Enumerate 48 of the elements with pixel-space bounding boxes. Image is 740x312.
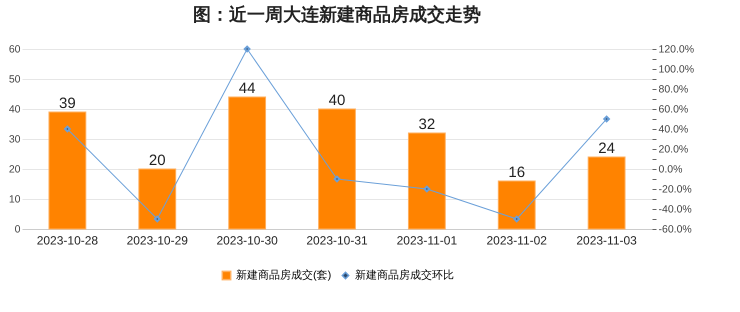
bar — [588, 156, 626, 230]
y2-tick-label: 100.0% — [658, 64, 694, 76]
y2-tick-label: 120.0% — [658, 44, 694, 56]
data-label: 44 — [238, 80, 256, 97]
x-tick-label: 2023-10-29 — [126, 234, 188, 248]
data-label: 24 — [598, 140, 615, 157]
y-tick-label: 40 — [8, 104, 21, 116]
bar — [138, 168, 176, 230]
chart-title: 图：近一周大连新建商品房成交走势 — [193, 4, 481, 25]
y-tick-label: 20 — [8, 164, 21, 176]
data-label: 20 — [148, 152, 166, 169]
bar — [318, 108, 356, 230]
point — [334, 176, 340, 182]
legend-label: 新建商品房成交环比 — [355, 268, 454, 282]
y2-tick-label: -60.0% — [658, 224, 692, 236]
legend-label: 新建商品房成交(套) — [236, 268, 332, 282]
y2-tick-label: 20.0% — [658, 144, 688, 156]
y-tick-label: 30 — [8, 134, 21, 146]
bar — [228, 96, 266, 230]
y2-tick-label: 80.0% — [658, 84, 688, 96]
point — [513, 216, 520, 222]
y2-tick-label: -20.0% — [658, 184, 692, 196]
x-tick-label: 2023-10-28 — [36, 234, 98, 248]
data-label: 39 — [59, 95, 76, 112]
y-tick-label: 50 — [8, 74, 21, 86]
point — [603, 116, 610, 122]
x-tick-label: 2023-10-30 — [216, 234, 278, 248]
y2-tick-label: -40.0% — [658, 204, 692, 216]
y2-tick-label: 40.0% — [658, 124, 688, 136]
data-label: 32 — [418, 116, 436, 133]
point — [154, 216, 161, 222]
point — [64, 126, 71, 132]
x-tick-label: 2023-11-02 — [486, 234, 548, 248]
y2-tick-label: 60.0% — [658, 104, 688, 116]
y-tick-label: 10 — [8, 194, 21, 206]
point — [424, 186, 430, 192]
x-tick-label: 2023-11-03 — [576, 234, 638, 248]
y-tick-label: 60 — [8, 44, 21, 56]
data-label: 40 — [328, 92, 346, 109]
y-tick-label: 0 — [14, 224, 21, 236]
x-tick-label: 2023-11-01 — [396, 234, 458, 248]
point — [244, 46, 250, 52]
bar — [498, 180, 536, 230]
bar — [48, 112, 86, 230]
x-tick-label: 2023-10-31 — [306, 234, 368, 248]
y2-tick-label: 0.0% — [658, 164, 682, 176]
data-label: 16 — [508, 164, 526, 181]
bar — [408, 132, 446, 230]
